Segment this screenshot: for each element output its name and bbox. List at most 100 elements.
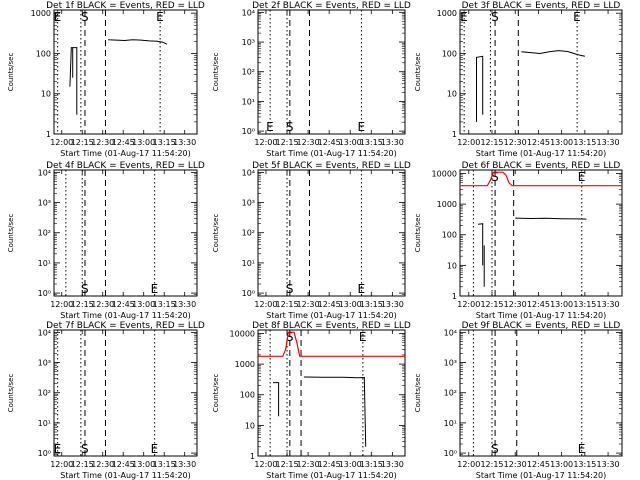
panel-title: Det 2f BLACK = Events, RED = LLD <box>252 1 411 11</box>
plot-frame <box>53 9 198 135</box>
x-tick-label: 13:15 <box>360 138 383 147</box>
x-tick-label: 13:30 <box>381 138 404 147</box>
y-tick-label: 10³ <box>242 199 255 208</box>
panel-title: Det 6f BLACK = Events, RED = LLD <box>462 161 621 171</box>
x-tick-label: 13:15 <box>153 138 176 147</box>
y-axis-label: Counts/sec <box>7 374 15 413</box>
y-tick-label: 1 <box>250 452 255 461</box>
x-tick-label: 12:15 <box>275 460 298 469</box>
x-axis-label: Start Time (01-Aug-17 11:54:20) <box>266 149 397 158</box>
marker-label: E <box>54 442 62 456</box>
panel-title: Det 9f BLACK = Events, RED = LLD <box>462 321 621 331</box>
x-tick-label: 12:45 <box>318 138 341 147</box>
x-tick-label: 12:45 <box>527 138 550 147</box>
x-tick-label: 13:30 <box>597 138 620 147</box>
y-tick-label: 10² <box>242 68 255 77</box>
x-tick-label: 12:30 <box>504 138 527 147</box>
series-group <box>69 39 168 115</box>
x-axis-label: Start Time (01-Aug-17 11:54:20) <box>60 311 191 320</box>
x-tick-label: 12:45 <box>527 460 550 469</box>
x-tick-label: 13:30 <box>173 460 196 469</box>
x-tick-label: 13:00 <box>339 300 362 309</box>
marker-label: E <box>573 10 581 24</box>
y-tick-label: 100 <box>240 391 255 400</box>
x-axis-label: Start Time (01-Aug-17 11:54:20) <box>476 149 607 158</box>
y-tick-label: 10² <box>38 229 51 238</box>
y-axis-label: Counts/sec <box>414 53 422 92</box>
x-axis-label: Start Time (01-Aug-17 11:54:20) <box>476 471 607 480</box>
events-series-line <box>478 223 484 266</box>
y-tick-label: 10¹ <box>242 97 255 106</box>
x-tick-label: 12:15 <box>275 138 298 147</box>
y-tick-label: 10¹ <box>242 259 255 268</box>
marker-label: S <box>286 120 294 134</box>
y-tick-label: 1000 <box>437 9 457 18</box>
x-tick-label: 13:15 <box>573 300 596 309</box>
y-tick-label: 10 <box>245 421 255 430</box>
panel-title: Det 5f BLACK = Events, RED = LLD <box>252 161 411 171</box>
x-tick-label: 12:00 <box>254 300 277 309</box>
y-tick-label: 1000 <box>437 200 457 209</box>
y-axis-label: Counts/sec <box>212 214 220 253</box>
panel-title: Det 4f BLACK = Events, RED = LLD <box>46 161 205 171</box>
plot-frame <box>257 9 406 135</box>
x-tick-label: 13:00 <box>132 138 155 147</box>
y-tick-label: 1 <box>452 292 457 301</box>
lld-series-line <box>460 171 622 187</box>
y-tick-label: 10³ <box>38 359 51 368</box>
x-tick-label: 12:30 <box>504 300 527 309</box>
panel-det-8: Det 8f BLACK = Events, RED = LLD12:0012:… <box>212 321 411 480</box>
marker-label: E <box>578 170 586 184</box>
x-tick-label: 13:30 <box>173 138 196 147</box>
marker-label: E <box>460 10 468 24</box>
y-tick-label: 10000 <box>432 169 457 178</box>
x-tick-label: 13:15 <box>153 300 176 309</box>
y-tick-label: 10⁰ <box>242 289 255 298</box>
x-tick-label: 13:30 <box>597 300 620 309</box>
y-tick-label: 10⁴ <box>242 168 255 177</box>
plot-frame <box>459 9 623 135</box>
y-axis-label: Counts/sec <box>7 53 15 92</box>
y-tick-label: 100 <box>442 49 457 58</box>
y-axis-label: Counts/sec <box>212 374 220 413</box>
x-tick-label: 13:00 <box>339 460 362 469</box>
x-tick-label: 12:00 <box>50 460 73 469</box>
x-tick-label: 12:00 <box>457 460 480 469</box>
plot-frame <box>459 169 623 297</box>
marker-label: E <box>266 120 274 134</box>
x-tick-label: 12:30 <box>91 138 114 147</box>
lld-series-line <box>258 331 405 357</box>
x-tick-label: 12:00 <box>457 300 480 309</box>
x-tick-label: 13:00 <box>132 460 155 469</box>
x-tick-label: 12:15 <box>480 300 503 309</box>
panel-title: Det 1f BLACK = Events, RED = LLD <box>46 1 205 11</box>
plot-frame <box>53 329 198 457</box>
x-tick-label: 13:15 <box>573 138 596 147</box>
x-tick-label: 13:15 <box>153 460 176 469</box>
y-tick-label: 10¹ <box>444 419 457 428</box>
y-tick-label: 10³ <box>444 359 457 368</box>
y-tick-label: 10⁴ <box>38 328 51 337</box>
events-series-line <box>273 382 280 417</box>
y-axis-label: Counts/sec <box>212 53 220 92</box>
panel-title: Det 8f BLACK = Events, RED = LLD <box>252 321 411 331</box>
y-tick-label: 10³ <box>38 199 51 208</box>
plot-frame <box>459 329 623 457</box>
x-tick-label: 12:45 <box>112 460 135 469</box>
x-tick-label: 12:15 <box>275 300 298 309</box>
x-tick-label: 13:15 <box>573 460 596 469</box>
y-tick-label: 10 <box>41 90 51 99</box>
y-tick-label: 100 <box>36 49 51 58</box>
x-tick-label: 12:45 <box>318 460 341 469</box>
x-tick-label: 12:45 <box>527 300 550 309</box>
y-tick-label: 10 <box>447 90 457 99</box>
marker-label: S <box>81 442 89 456</box>
marker-label: S <box>81 10 89 24</box>
x-tick-label: 13:00 <box>550 460 573 469</box>
panel-title: Det 3f BLACK = Events, RED = LLD <box>462 1 621 11</box>
x-tick-label: 13:30 <box>597 460 620 469</box>
panel-det-2: Det 2f BLACK = Events, RED = LLD12:0012:… <box>212 1 411 158</box>
x-tick-label: 12:30 <box>297 138 320 147</box>
y-tick-label: 10² <box>38 389 51 398</box>
x-tick-label: 12:30 <box>297 300 320 309</box>
